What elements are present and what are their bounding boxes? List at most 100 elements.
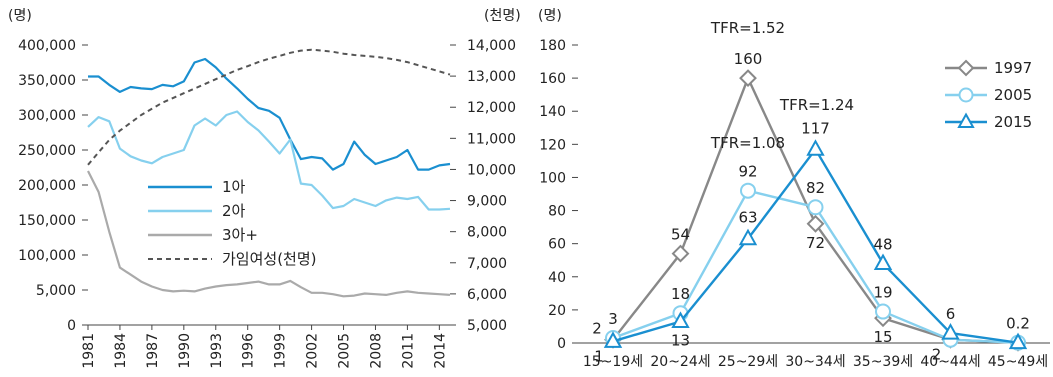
legend-label: 3아+ bbox=[222, 226, 258, 244]
series-line-3아+ bbox=[87, 170, 451, 298]
marker-1997 bbox=[739, 69, 757, 88]
right-ytick-label: 7,000 bbox=[467, 256, 507, 272]
left-ytick-label: 400,000 bbox=[18, 38, 76, 54]
right-ytick-label: 8,000 bbox=[467, 225, 507, 241]
left-xtick-label: 2002 bbox=[305, 333, 321, 369]
data-label-2005: 3 bbox=[608, 310, 618, 328]
right-y-unit: (천명) bbox=[484, 8, 521, 24]
data-label-1997: 15 bbox=[873, 328, 892, 346]
right-chart-y-unit: (명) bbox=[538, 8, 562, 24]
marker-1997 bbox=[806, 214, 825, 233]
ytick-label: 20 bbox=[548, 303, 566, 319]
left-xtick-label: 1987 bbox=[145, 333, 161, 369]
data-label-2015: 13 bbox=[671, 331, 690, 349]
legend-label: 1997 bbox=[994, 59, 1032, 77]
left-ytick-label: 350,000 bbox=[18, 73, 76, 89]
left-ytick-label: 200,000 bbox=[18, 178, 76, 194]
series-line-1아 bbox=[88, 57, 451, 171]
right-ytick-label: 14,000 bbox=[467, 38, 516, 54]
xtick-label: 25~29세 bbox=[718, 354, 778, 370]
data-label-2015: 117 bbox=[801, 119, 830, 137]
data-label-2015: 0.2 bbox=[1006, 315, 1030, 333]
left-ytick-label: 0 bbox=[67, 318, 76, 334]
data-label-2005: 82 bbox=[806, 179, 825, 197]
legend-marker bbox=[957, 59, 975, 77]
left-xtick-label: 2005 bbox=[337, 333, 353, 369]
data-label-1997: 160 bbox=[734, 50, 763, 68]
marker-2015 bbox=[873, 253, 893, 271]
series-line-2아 bbox=[87, 110, 451, 211]
data-label-1997: 2 bbox=[932, 346, 942, 364]
xtick-label: 40~44세 bbox=[920, 354, 980, 370]
marker-2015 bbox=[1008, 332, 1028, 350]
data-label-2005: 18 bbox=[671, 285, 690, 303]
legend-marker bbox=[958, 87, 974, 103]
legend-marker bbox=[957, 112, 975, 128]
annotation-tfr-1997: TFR=1.52 bbox=[710, 19, 785, 37]
marker-2005 bbox=[875, 303, 891, 320]
right-ytick-label: 11,000 bbox=[467, 131, 516, 147]
right-ytick-label: 12,000 bbox=[467, 100, 516, 116]
annotation-tfr-2005: TFR=1.08 bbox=[710, 134, 785, 152]
ytick-label: 60 bbox=[548, 237, 566, 253]
legend-label: 2아 bbox=[222, 202, 246, 220]
legend-label: 2015 bbox=[994, 113, 1032, 131]
data-label-2015: 63 bbox=[738, 209, 757, 227]
annotation-tfr-2015: TFR=1.24 bbox=[779, 96, 854, 114]
left-xtick-label: 2014 bbox=[432, 333, 448, 369]
ytick-label: 100 bbox=[539, 170, 566, 186]
left-xtick-label: 2011 bbox=[400, 333, 416, 369]
ytick-label: 180 bbox=[539, 38, 566, 54]
data-label-2015: 1 bbox=[594, 347, 604, 365]
right-ytick-label: 10,000 bbox=[467, 162, 516, 178]
left-xtick-label: 1984 bbox=[113, 333, 129, 369]
data-label-2015: 48 bbox=[873, 236, 892, 254]
ytick-label: 0 bbox=[557, 336, 566, 352]
xtick-label: 15~19세 bbox=[583, 354, 643, 370]
marker-2005 bbox=[807, 199, 824, 216]
marker-2015 bbox=[738, 228, 758, 246]
marker-2015 bbox=[806, 139, 825, 156]
xtick-label: 35~39세 bbox=[853, 354, 913, 370]
xtick-label: 45~49세 bbox=[988, 354, 1048, 370]
right-ytick-label: 13,000 bbox=[467, 69, 516, 85]
ytick-label: 80 bbox=[548, 204, 566, 220]
left-xtick-label: 1999 bbox=[273, 333, 289, 369]
right-ytick-label: 5,000 bbox=[467, 318, 507, 334]
left-ytick-label: 5,000 bbox=[36, 283, 76, 299]
legend-label: 1아 bbox=[222, 178, 246, 196]
series-line-가임여성(천명) bbox=[87, 48, 451, 166]
ytick-label: 140 bbox=[539, 104, 566, 120]
legend-label: 2005 bbox=[994, 86, 1032, 104]
marker-2005 bbox=[740, 182, 756, 199]
left-xtick-label: 2008 bbox=[368, 333, 384, 369]
left-xtick-label: 1996 bbox=[241, 333, 257, 369]
xtick-label: 20~24세 bbox=[650, 354, 710, 370]
left-ytick-label: 300,000 bbox=[18, 108, 76, 124]
data-label-2015: 6 bbox=[946, 305, 956, 323]
left-y-unit: (명) bbox=[8, 8, 32, 24]
right-ytick-label: 9,000 bbox=[467, 194, 507, 210]
marker-2015 bbox=[941, 323, 960, 340]
data-label-1997: 72 bbox=[806, 234, 825, 252]
ytick-label: 40 bbox=[548, 270, 566, 286]
left-ytick-label: 150,000 bbox=[18, 213, 76, 229]
data-label-2005: 19 bbox=[873, 284, 892, 302]
marker-2015 bbox=[603, 331, 623, 348]
marker-1997 bbox=[671, 244, 690, 263]
legend-label: 가임여성(천명) bbox=[222, 250, 317, 268]
data-label-1997: 2 bbox=[592, 320, 602, 338]
ytick-label: 120 bbox=[539, 137, 566, 153]
marker-2015 bbox=[671, 311, 690, 328]
xtick-label: 30~34세 bbox=[785, 354, 845, 370]
right-chart-age-specific-fertility: (명) 0 20 40 60 80 100 120 140 160 180 15~19세 20~24세 2… bbox=[538, 8, 1050, 370]
data-label-2005: 92 bbox=[738, 163, 757, 181]
data-label-1997: 54 bbox=[671, 226, 690, 244]
left-xtick-label: 1993 bbox=[209, 333, 225, 369]
right-ytick-label: 6,000 bbox=[467, 287, 507, 303]
left-xtick-label: 1981 bbox=[81, 333, 97, 369]
left-ytick-label: 100,000 bbox=[18, 248, 76, 264]
left-chart-births-by-order: (명) (천명) 0 5,000 100,000 150,000 200,000 250,00… bbox=[8, 8, 521, 369]
